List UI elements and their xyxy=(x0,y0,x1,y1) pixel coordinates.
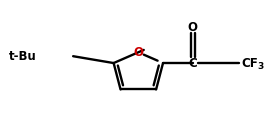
Text: O: O xyxy=(188,21,198,34)
Text: O: O xyxy=(133,46,143,59)
Text: CF: CF xyxy=(241,57,258,70)
Text: 3: 3 xyxy=(258,62,264,72)
Text: C: C xyxy=(188,57,197,70)
Text: t-Bu: t-Bu xyxy=(9,50,37,63)
